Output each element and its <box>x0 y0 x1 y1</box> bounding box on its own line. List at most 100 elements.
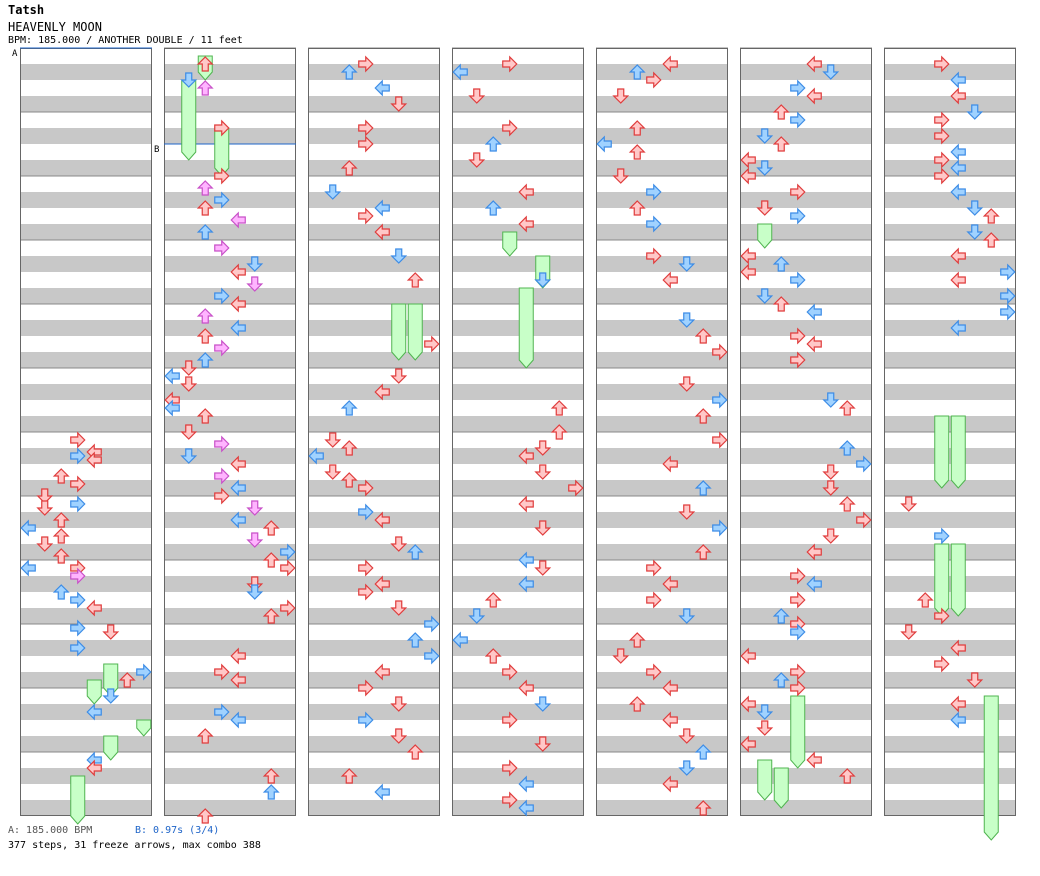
beat-stripe <box>884 544 1016 560</box>
beat-stripe <box>740 672 872 688</box>
arrow-up-icon <box>982 208 1000 224</box>
arrow-up-icon <box>262 768 280 784</box>
arrow-down-icon <box>822 464 840 480</box>
arrow-up-icon <box>628 632 646 648</box>
arrow-right-icon <box>214 239 230 257</box>
arrow-down-icon <box>612 168 630 184</box>
arrow-left-icon <box>662 711 678 729</box>
freeze-body <box>934 415 950 489</box>
beat-stripe <box>20 512 152 528</box>
arrow-down-icon <box>468 88 486 104</box>
beat-stripe <box>596 640 728 656</box>
beat-stripe <box>740 192 872 208</box>
beat-stripe <box>308 96 440 112</box>
arrow-down-icon <box>822 480 840 496</box>
arrow-up-icon <box>982 232 1000 248</box>
beat-stripe <box>596 608 728 624</box>
arrow-up-icon <box>628 696 646 712</box>
beat-stripe <box>164 160 296 176</box>
arrow-up-icon <box>196 56 214 72</box>
arrow-up-icon <box>196 352 214 368</box>
arrow-left-icon <box>230 511 246 529</box>
beat-stripe <box>740 768 872 784</box>
arrow-up-icon <box>196 408 214 424</box>
arrow-up-icon <box>694 328 712 344</box>
beat-stripe <box>164 224 296 240</box>
beat-stripe <box>740 736 872 752</box>
arrow-left-icon <box>740 263 756 281</box>
arrow-up-icon <box>550 400 568 416</box>
beat-stripe <box>884 416 1016 432</box>
freeze-arrow <box>518 287 534 369</box>
beat-stripe <box>308 192 440 208</box>
arrow-up-icon <box>406 632 424 648</box>
beat-stripe <box>164 640 296 656</box>
arrow-down-icon <box>534 560 552 576</box>
beat-stripe <box>164 672 296 688</box>
arrow-right-icon <box>214 467 230 485</box>
beat-stripe <box>20 416 152 432</box>
arrow-right-icon <box>358 711 374 729</box>
beat-stripe <box>20 672 152 688</box>
arrow-left-icon <box>662 55 678 73</box>
beat-stripe <box>452 576 584 592</box>
arrow-right-icon <box>646 247 662 265</box>
beat-stripe <box>884 768 1016 784</box>
arrow-left-icon <box>230 711 246 729</box>
arrow-down-icon <box>390 248 408 264</box>
arrow-right-icon <box>70 567 86 585</box>
chart-column <box>20 47 152 816</box>
arrow-up-icon <box>340 400 358 416</box>
arrow-right-icon <box>358 479 374 497</box>
freeze-arrow <box>934 543 950 617</box>
chart-column <box>308 47 440 816</box>
arrow-right-icon <box>790 111 806 129</box>
bpm-b-label: B: 0.97s (3/4) <box>135 825 220 836</box>
arrow-right-icon <box>934 655 950 673</box>
arrow-right-icon <box>1000 263 1016 281</box>
arrow-up-icon <box>406 544 424 560</box>
arrow-down-icon <box>756 720 774 736</box>
arrow-down-icon <box>678 376 696 392</box>
arrow-right-icon <box>934 167 950 185</box>
arrow-down-icon <box>36 536 54 552</box>
arrow-right-icon <box>70 619 86 637</box>
arrow-up-icon <box>772 296 790 312</box>
arrow-left-icon <box>518 215 534 233</box>
chart-stats: 377 steps, 31 freeze arrows, max combo 3… <box>8 840 261 851</box>
arrow-left-icon <box>950 183 966 201</box>
beat-stripe <box>740 384 872 400</box>
arrow-down-icon <box>534 696 552 712</box>
arrow-down-icon <box>246 256 264 272</box>
freeze-arrow <box>407 303 423 361</box>
arrow-up-icon <box>52 468 70 484</box>
beat-stripe <box>20 96 152 112</box>
chart-column <box>740 47 872 816</box>
freeze-body <box>86 679 102 705</box>
arrow-right-icon <box>70 591 86 609</box>
beat-stripe <box>596 480 728 496</box>
beat-stripe <box>20 320 152 336</box>
arrow-down-icon <box>756 128 774 144</box>
arrow-right-icon <box>646 183 662 201</box>
arrow-up-icon <box>52 512 70 528</box>
arrow-left-icon <box>950 639 966 657</box>
arrow-left-icon <box>950 71 966 89</box>
beat-stripe <box>596 288 728 304</box>
freeze-body <box>757 759 773 801</box>
arrow-up-icon <box>838 400 856 416</box>
arrow-down-icon <box>534 736 552 752</box>
beat-stripe <box>596 320 728 336</box>
arrow-right-icon <box>358 207 374 225</box>
freeze-body <box>983 695 999 841</box>
arrow-up-icon <box>340 440 358 456</box>
beat-stripe <box>164 192 296 208</box>
beat-stripe <box>884 672 1016 688</box>
arrow-right-icon <box>424 615 440 633</box>
beat-stripe <box>740 704 872 720</box>
beat-stripe <box>596 704 728 720</box>
arrow-left-icon <box>950 695 966 713</box>
arrow-up-icon <box>916 592 934 608</box>
beat-stripe <box>20 160 152 176</box>
arrow-right-icon <box>790 327 806 345</box>
